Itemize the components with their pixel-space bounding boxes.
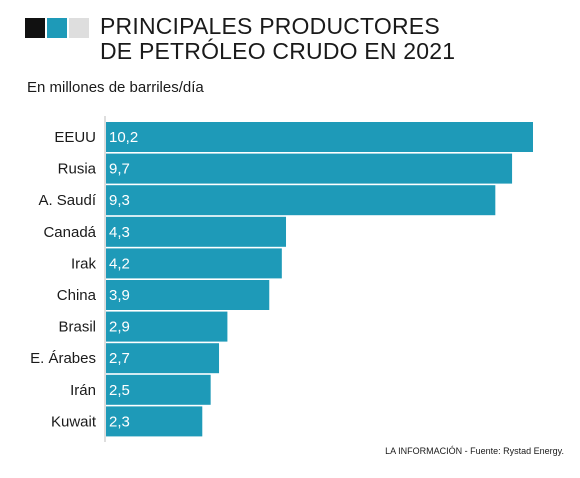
brand-square-blue — [47, 18, 67, 38]
chart-subtitle: En millones de barriles/día — [27, 79, 204, 96]
bar-9 — [106, 406, 203, 437]
category-label: China — [57, 287, 97, 304]
bar-4 — [106, 248, 282, 279]
bar-0 — [106, 122, 533, 152]
chart-title-line-1: PRINCIPALES PRODUCTORES — [100, 13, 440, 39]
category-label: Canadá — [43, 224, 96, 241]
brand-square-black — [25, 18, 45, 38]
brand-square-grey — [69, 18, 89, 38]
value-label: 2,5 — [109, 382, 130, 399]
bar-6 — [106, 311, 228, 342]
value-label: 3,9 — [109, 287, 130, 304]
value-label: 10,2 — [109, 129, 138, 146]
bar-5 — [106, 280, 270, 310]
category-label: EEUU — [54, 129, 96, 146]
value-label: 2,7 — [109, 350, 130, 367]
value-label: 2,9 — [109, 319, 130, 336]
value-label: 9,7 — [109, 161, 130, 178]
category-label: Irán — [70, 382, 96, 399]
bar-3 — [106, 216, 287, 247]
value-label: 2,3 — [109, 413, 130, 430]
chart-title-line-2: DE PETRÓLEO CRUDO EN 2021 — [100, 38, 456, 64]
value-label: 4,2 — [109, 255, 130, 272]
bar-1 — [106, 153, 513, 184]
value-label: 9,3 — [109, 192, 130, 209]
category-label: E. Árabes — [30, 350, 96, 367]
category-label: A. Saudí — [38, 192, 96, 209]
category-label: Irak — [71, 255, 97, 272]
bar-2 — [106, 185, 496, 216]
bar-7 — [106, 343, 220, 374]
category-label: Rusia — [58, 161, 97, 178]
category-label: Kuwait — [51, 413, 97, 430]
chart-title: PRINCIPALES PRODUCTORES DE PETRÓLEO CRUD… — [100, 14, 455, 64]
category-label: Brasil — [58, 319, 96, 336]
bar-8 — [106, 374, 211, 405]
value-label: 4,3 — [109, 224, 130, 241]
source-note: LA INFORMACIÓN - Fuente: Rystad Energy. — [385, 446, 564, 456]
